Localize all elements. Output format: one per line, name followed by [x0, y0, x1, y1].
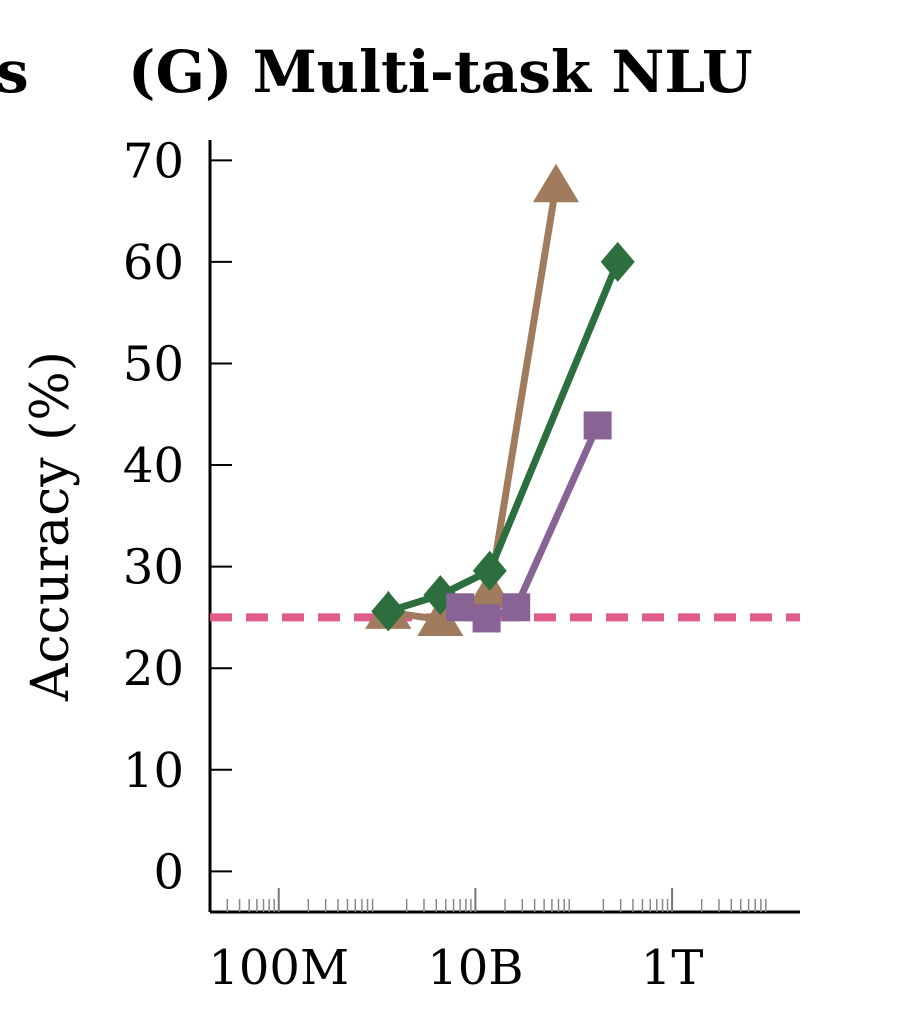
y-tick-label: 50: [123, 336, 184, 392]
data-point: [472, 604, 501, 633]
x-tick-label: 10B: [427, 940, 523, 996]
y-tick-label: 60: [123, 235, 184, 291]
series-square: [446, 411, 612, 633]
y-tick-label: 40: [123, 438, 184, 494]
y-axis-label: Accuracy (%): [21, 351, 81, 702]
data-point: [371, 591, 406, 632]
series-line: [387, 185, 560, 623]
axes: 0 10 20 30 40 50 60 70 100M 10B 1T: [123, 133, 800, 996]
series-triangle: [365, 163, 580, 636]
x-tick-label: 1T: [641, 940, 704, 996]
series-diamond: [371, 241, 635, 632]
prev-panel-title-fragment: s: [0, 38, 29, 106]
series-layer: [365, 163, 635, 636]
y-tick-label: 10: [123, 743, 184, 799]
y-tick-label: 70: [123, 133, 184, 189]
data-point: [502, 593, 531, 622]
y-tick-label: 0: [153, 844, 184, 900]
data-point: [417, 597, 464, 636]
data-point: [583, 411, 612, 440]
data-point: [532, 163, 580, 203]
data-point: [472, 550, 507, 591]
data-point: [600, 241, 635, 282]
data-point: [446, 593, 475, 622]
chart-title: (G) Multi-task NLU: [128, 38, 753, 106]
x-tick-label: 100M: [208, 940, 349, 996]
y-tick-label: 30: [123, 540, 184, 596]
y-tick-label: 20: [123, 641, 184, 697]
series-line: [387, 260, 621, 615]
